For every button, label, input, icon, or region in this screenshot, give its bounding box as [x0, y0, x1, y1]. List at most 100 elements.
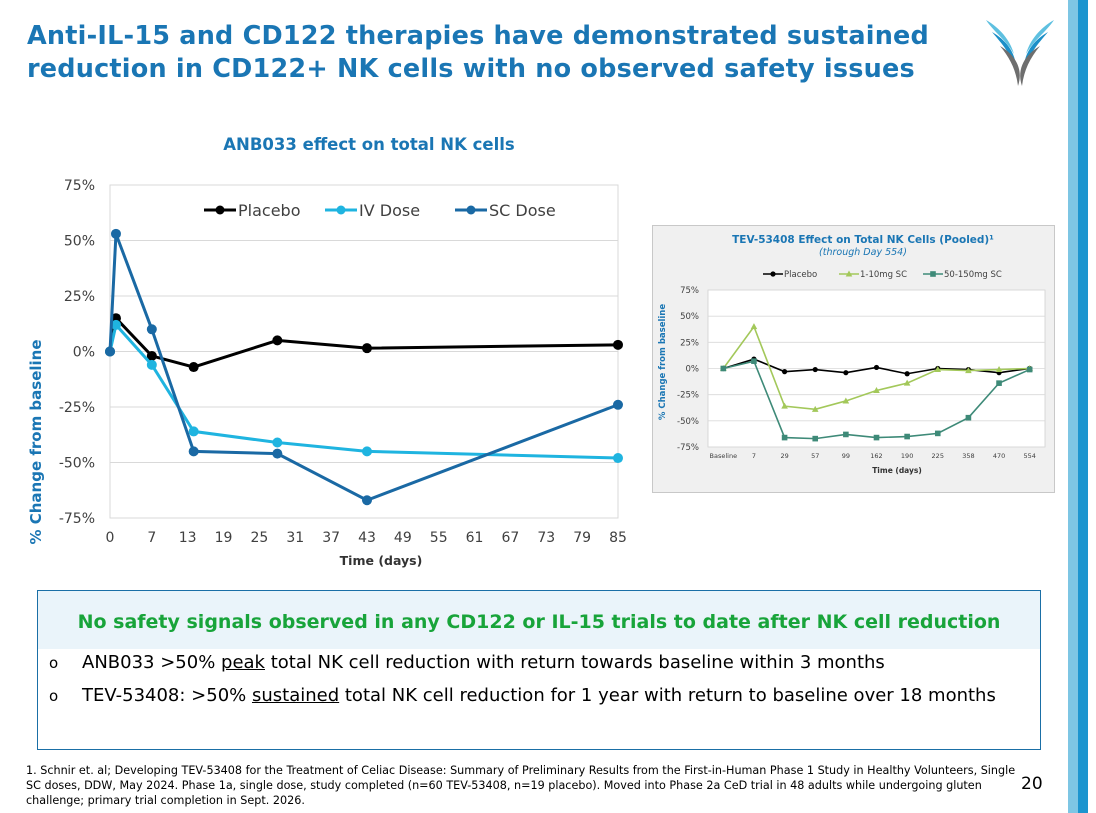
data-point-iv-dose [272, 437, 283, 448]
inset-data-point-50-150mg-sc [843, 431, 849, 438]
inset-data-point-1-10mg-sc [903, 379, 911, 386]
data-point-placebo [146, 350, 157, 361]
inset-chart-title: TEV-53408 Effect on Total NK Cells (Pool… [732, 234, 994, 246]
y-axis-label: % Change from baseline [27, 339, 45, 544]
inset-y-tick-label: -25% [677, 391, 699, 401]
decorative-stripe-dark [1078, 0, 1088, 813]
inset-data-point-50-150mg-sc [934, 430, 941, 437]
inset-legend-label-placebo: Placebo [784, 270, 817, 280]
x-axis-label: Time (days) [340, 553, 423, 568]
inset-data-point-1-10mg-sc [750, 323, 758, 330]
inset-x-tick-label: 57 [811, 452, 819, 460]
inset-legend-marker-1-10mg-sc [845, 270, 853, 277]
data-point-sc-dose [188, 446, 199, 457]
x-tick-label: 43 [358, 530, 376, 546]
y-tick-label: 75% [64, 178, 95, 194]
x-tick-label: 25 [250, 530, 268, 546]
tev53408-chart: TEV-53408 Effect on Total NK Cells (Pool… [658, 234, 1046, 475]
legend-label-sc-dose: SC Dose [489, 201, 556, 220]
bullet2-text-end: total NK cell reduction for 1 year with … [339, 685, 996, 706]
inset-y-axis-label: % Change from baseline [658, 304, 668, 420]
inset-data-point-50-150mg-sc [904, 433, 910, 440]
x-tick-label: 85 [609, 530, 627, 546]
data-point-iv-dose [361, 446, 372, 457]
inset-x-tick-label: 190 [901, 452, 913, 460]
inset-x-tick-label: Baseline [710, 452, 738, 460]
inset-data-point-50-150mg-sc [720, 365, 727, 372]
x-tick-label: 7 [147, 530, 156, 546]
legend-label-iv-dose: IV Dose [359, 201, 420, 220]
data-point-sc-dose [105, 346, 115, 357]
inset-y-tick-label: 50% [680, 312, 699, 322]
inset-data-point-placebo [904, 371, 910, 377]
data-point-placebo [613, 339, 623, 350]
bullet1-emphasis: peak [221, 652, 265, 673]
inset-legend-label-1-10mg-sc: 1-10mg SC [860, 270, 907, 280]
inset-data-point-50-150mg-sc [781, 434, 788, 441]
x-tick-label: 61 [466, 530, 484, 546]
inset-data-point-placebo [873, 364, 880, 371]
inset-data-point-50-150mg-sc [812, 435, 819, 442]
tev53408-chart-panel: TEV-53408 Effect on Total NK Cells (Pool… [652, 225, 1055, 493]
inset-data-point-50-150mg-sc [996, 380, 1002, 386]
data-point-sc-dose [146, 324, 157, 335]
bullet-mark: o [49, 687, 59, 705]
data-point-iv-dose [110, 319, 121, 330]
x-tick-label: 0 [106, 530, 115, 546]
inset-data-point-1-10mg-sc [934, 366, 942, 373]
inset-legend-marker-placebo [770, 271, 776, 277]
bullet1-text-end: total NK cell reduction with return towa… [265, 652, 885, 673]
x-tick-label: 73 [537, 530, 555, 546]
inset-y-tick-label: 75% [680, 286, 699, 296]
series-line-sc-dose [108, 233, 619, 502]
y-tick-label: 50% [64, 234, 95, 250]
data-point-placebo [188, 362, 199, 373]
inset-data-point-1-10mg-sc [995, 366, 1003, 373]
legend-label-placebo: Placebo [238, 201, 300, 220]
inset-legend-marker-50-150mg-sc [930, 271, 936, 277]
inset-data-point-50-150mg-sc [751, 358, 757, 364]
x-tick-label: 67 [502, 530, 520, 546]
slide-title: Anti-IL-15 and CD122 therapies have demo… [27, 21, 929, 84]
decorative-stripe-edge [1088, 0, 1096, 813]
data-point-iv-dose [146, 359, 157, 370]
inset-x-tick-label: 358 [962, 452, 974, 460]
inset-x-tick-label: 99 [842, 452, 850, 460]
page-number: 20 [1021, 774, 1043, 794]
decorative-stripe-light [1068, 0, 1078, 813]
bullet2-text: TEV-53408: >50% [82, 685, 252, 706]
y-tick-label: -75% [59, 511, 95, 527]
inset-data-point-50-150mg-sc [965, 414, 972, 421]
legend-marker-iv-dose [336, 205, 346, 215]
inset-x-tick-label: 554 [1023, 452, 1035, 460]
inset-data-point-placebo [812, 366, 818, 373]
inset-legend-label-50-150mg-sc: 50-150mg SC [944, 270, 1002, 280]
y-tick-label: -25% [59, 400, 95, 416]
inset-x-tick-label: 29 [780, 452, 788, 460]
inset-y-tick-label: -50% [677, 417, 699, 427]
chart-title: ANB033 effect on total NK cells [223, 135, 515, 154]
inset-data-point-placebo [843, 370, 849, 376]
x-tick-label: 19 [215, 530, 233, 546]
anb033-chart: ANB033 effect on total NK cells -75% -50%… [27, 135, 627, 568]
inset-x-axis-label: Time (days) [872, 466, 922, 475]
data-point-iv-dose [188, 426, 199, 437]
data-point-sc-dose [272, 448, 283, 459]
data-point-sc-dose [361, 495, 372, 506]
data-point-sc-dose [110, 228, 121, 239]
bullet1-text: ANB033 >50% [82, 652, 222, 673]
x-tick-label: 55 [430, 530, 448, 546]
inset-data-point-1-10mg-sc [965, 367, 972, 374]
x-tick-label: 79 [573, 530, 591, 546]
data-point-iv-dose [613, 453, 623, 464]
y-tick-label: 25% [64, 289, 95, 305]
inset-x-tick-label: 7 [752, 452, 756, 460]
legend-marker-placebo [215, 205, 225, 215]
x-tick-label: 49 [394, 530, 412, 546]
x-tick-label: 37 [322, 530, 340, 546]
inset-y-tick-label: -75% [677, 443, 699, 453]
x-tick-label: 13 [179, 530, 197, 546]
inset-x-tick-label: 470 [993, 452, 1005, 460]
series-line-placebo [108, 315, 619, 369]
inset-x-tick-label: 162 [870, 452, 882, 460]
